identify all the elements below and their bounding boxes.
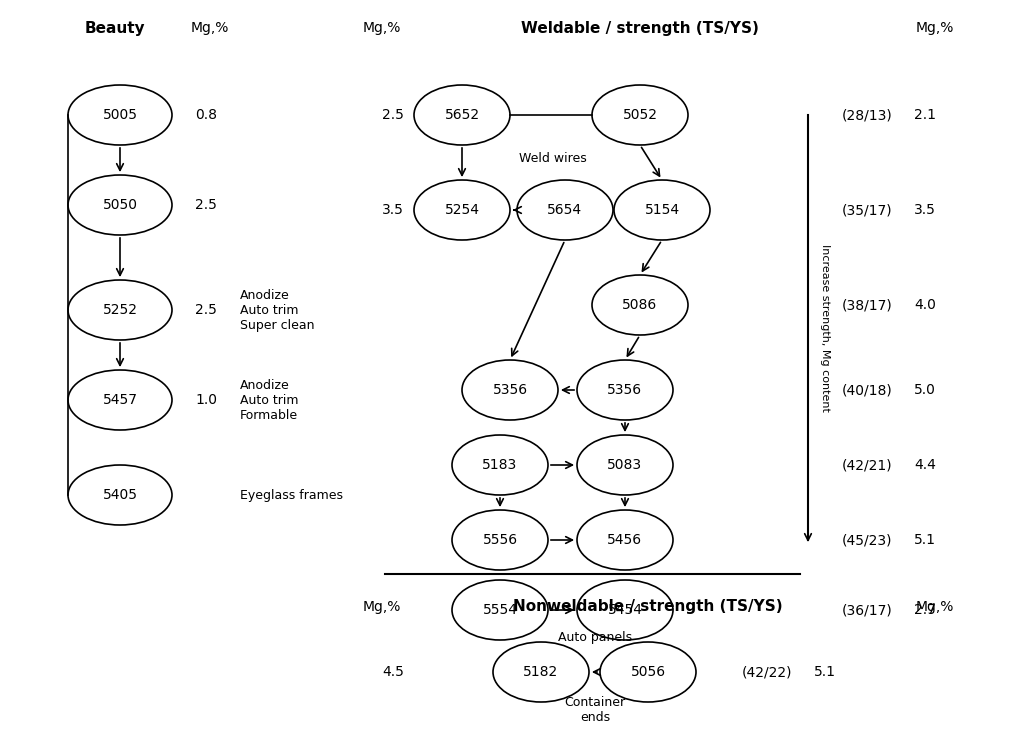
Text: 5050: 5050 [102,198,137,212]
Text: 5556: 5556 [482,533,517,547]
Text: Anodize
Auto trim
Super clean: Anodize Auto trim Super clean [240,288,314,331]
Text: 5.1: 5.1 [914,533,936,547]
Text: Weld wires: Weld wires [519,151,587,164]
Text: 3.5: 3.5 [914,203,936,217]
Text: 5083: 5083 [607,458,643,472]
Text: (28/13): (28/13) [842,108,893,122]
Text: 5005: 5005 [102,108,137,122]
Text: 5254: 5254 [444,203,479,217]
Text: Eyeglass frames: Eyeglass frames [240,489,343,501]
Text: Mg,%: Mg,% [915,600,954,614]
Text: (42/22): (42/22) [742,665,793,679]
Text: 5052: 5052 [623,108,657,122]
Text: 1.0: 1.0 [195,393,217,407]
Text: Auto panels: Auto panels [558,632,632,645]
Text: (35/17): (35/17) [842,203,893,217]
Text: 4.4: 4.4 [914,458,936,472]
Text: 5457: 5457 [102,393,137,407]
Text: 0.8: 0.8 [195,108,217,122]
Text: 2.5: 2.5 [195,198,217,212]
Text: 3.5: 3.5 [382,203,403,217]
Text: (42/21): (42/21) [842,458,893,472]
Text: Mg,%: Mg,% [190,21,229,35]
Text: Mg,%: Mg,% [915,21,954,35]
Text: 5356: 5356 [607,383,643,397]
Text: 2.5: 2.5 [195,303,217,317]
Text: (45/23): (45/23) [842,533,893,547]
Text: (38/17): (38/17) [842,298,893,312]
Text: 5252: 5252 [102,303,137,317]
Text: 5154: 5154 [644,203,680,217]
Text: 2.5: 2.5 [382,108,403,122]
Text: Mg,%: Mg,% [362,21,401,35]
Text: Anodize
Auto trim
Formable: Anodize Auto trim Formable [240,379,299,422]
Text: Weldable / strength (TS/YS): Weldable / strength (TS/YS) [521,20,759,35]
Text: 5.1: 5.1 [814,665,836,679]
Text: 5652: 5652 [444,108,479,122]
Text: 5182: 5182 [523,665,559,679]
Text: (40/18): (40/18) [842,383,893,397]
Text: 5.0: 5.0 [914,383,936,397]
Text: Mg,%: Mg,% [362,600,401,614]
Text: Increase strength, Mg content: Increase strength, Mg content [820,243,830,411]
Text: Beauty: Beauty [85,20,145,35]
Text: 2.1: 2.1 [914,108,936,122]
Text: 5056: 5056 [631,665,666,679]
Text: 5456: 5456 [607,533,643,547]
Text: 5356: 5356 [493,383,527,397]
Text: Container
ends: Container ends [564,696,626,724]
Text: 5086: 5086 [623,298,657,312]
Text: 5405: 5405 [102,488,137,502]
Text: 4.5: 4.5 [382,665,403,679]
Text: 5183: 5183 [482,458,517,472]
Text: 2.7: 2.7 [914,603,936,617]
Text: Nonweldable / strength (TS/YS): Nonweldable / strength (TS/YS) [513,599,782,614]
Text: 5454: 5454 [607,603,642,617]
Text: 5654: 5654 [548,203,583,217]
Text: (36/17): (36/17) [842,603,893,617]
Text: 4.0: 4.0 [914,298,936,312]
Text: 5554: 5554 [482,603,517,617]
